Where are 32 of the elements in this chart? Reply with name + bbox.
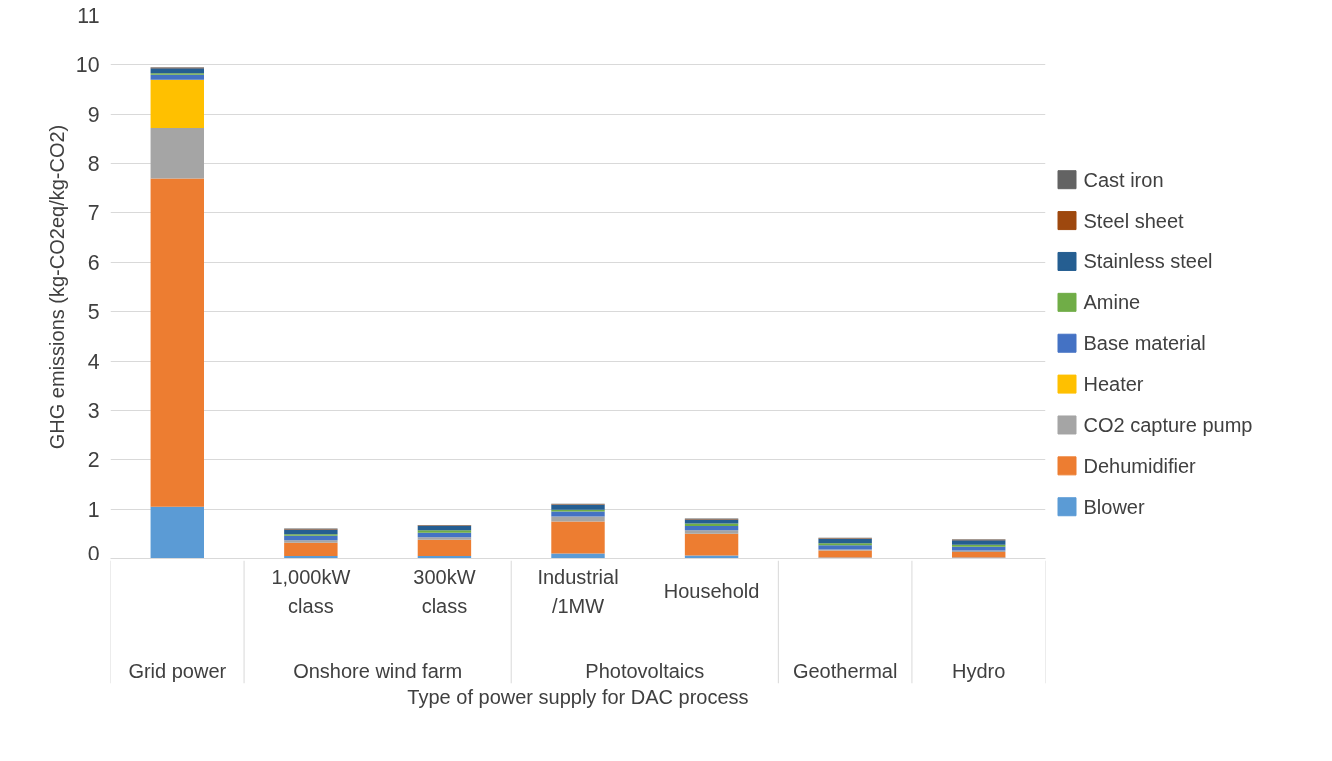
legend-label: CO2 capture pump xyxy=(1083,413,1253,436)
legend-label: Amine xyxy=(1083,291,1141,314)
y-tick-label: 7 xyxy=(87,201,100,226)
text: Onshore wind farm xyxy=(293,660,463,683)
x-tick-label: Industrial /1MW xyxy=(537,565,619,617)
x-axis-title: Type of power supply for DAC process xyxy=(407,685,749,708)
y-tick-label: 1 xyxy=(87,497,100,522)
legend-label: Stainless steel xyxy=(1083,250,1213,273)
y-tick-label: 6 xyxy=(87,250,100,275)
y-tick-label: 8 xyxy=(87,152,100,177)
x-tick-label: 1,000kW class xyxy=(271,565,351,617)
x-tick-label: 300kW class xyxy=(413,565,476,617)
x-tick-label: Hydro xyxy=(952,660,1006,683)
legend-label: Cast iron xyxy=(1083,168,1164,191)
y-tick-label: 2 xyxy=(87,448,100,473)
x-tick-label: Geothermal xyxy=(792,660,898,683)
y-tick-label: 9 xyxy=(87,102,100,127)
y-tick-label: 3 xyxy=(87,398,100,423)
legend-label: Heater xyxy=(1083,373,1144,396)
y-tick-label: 10 xyxy=(75,53,100,78)
legend-label: Steel sheet xyxy=(1083,209,1185,232)
text: Photovoltaics xyxy=(585,660,705,683)
x-tick-label: Grid power xyxy=(128,660,227,683)
x-tick-label: Household xyxy=(663,580,760,603)
y-tick-label: 5 xyxy=(87,300,100,325)
y-tick-label: 11 xyxy=(77,4,100,28)
y-tick-label: 4 xyxy=(87,349,100,374)
legend-label: Blower xyxy=(1083,495,1145,518)
y-axis-title: GHG emissions (kg-CO2eq/kg-CO2) xyxy=(45,124,68,450)
legend-label: Dehumidifier xyxy=(1083,454,1197,477)
y-tick-label: 0 xyxy=(87,541,100,566)
legend-label: Base material xyxy=(1083,332,1206,355)
